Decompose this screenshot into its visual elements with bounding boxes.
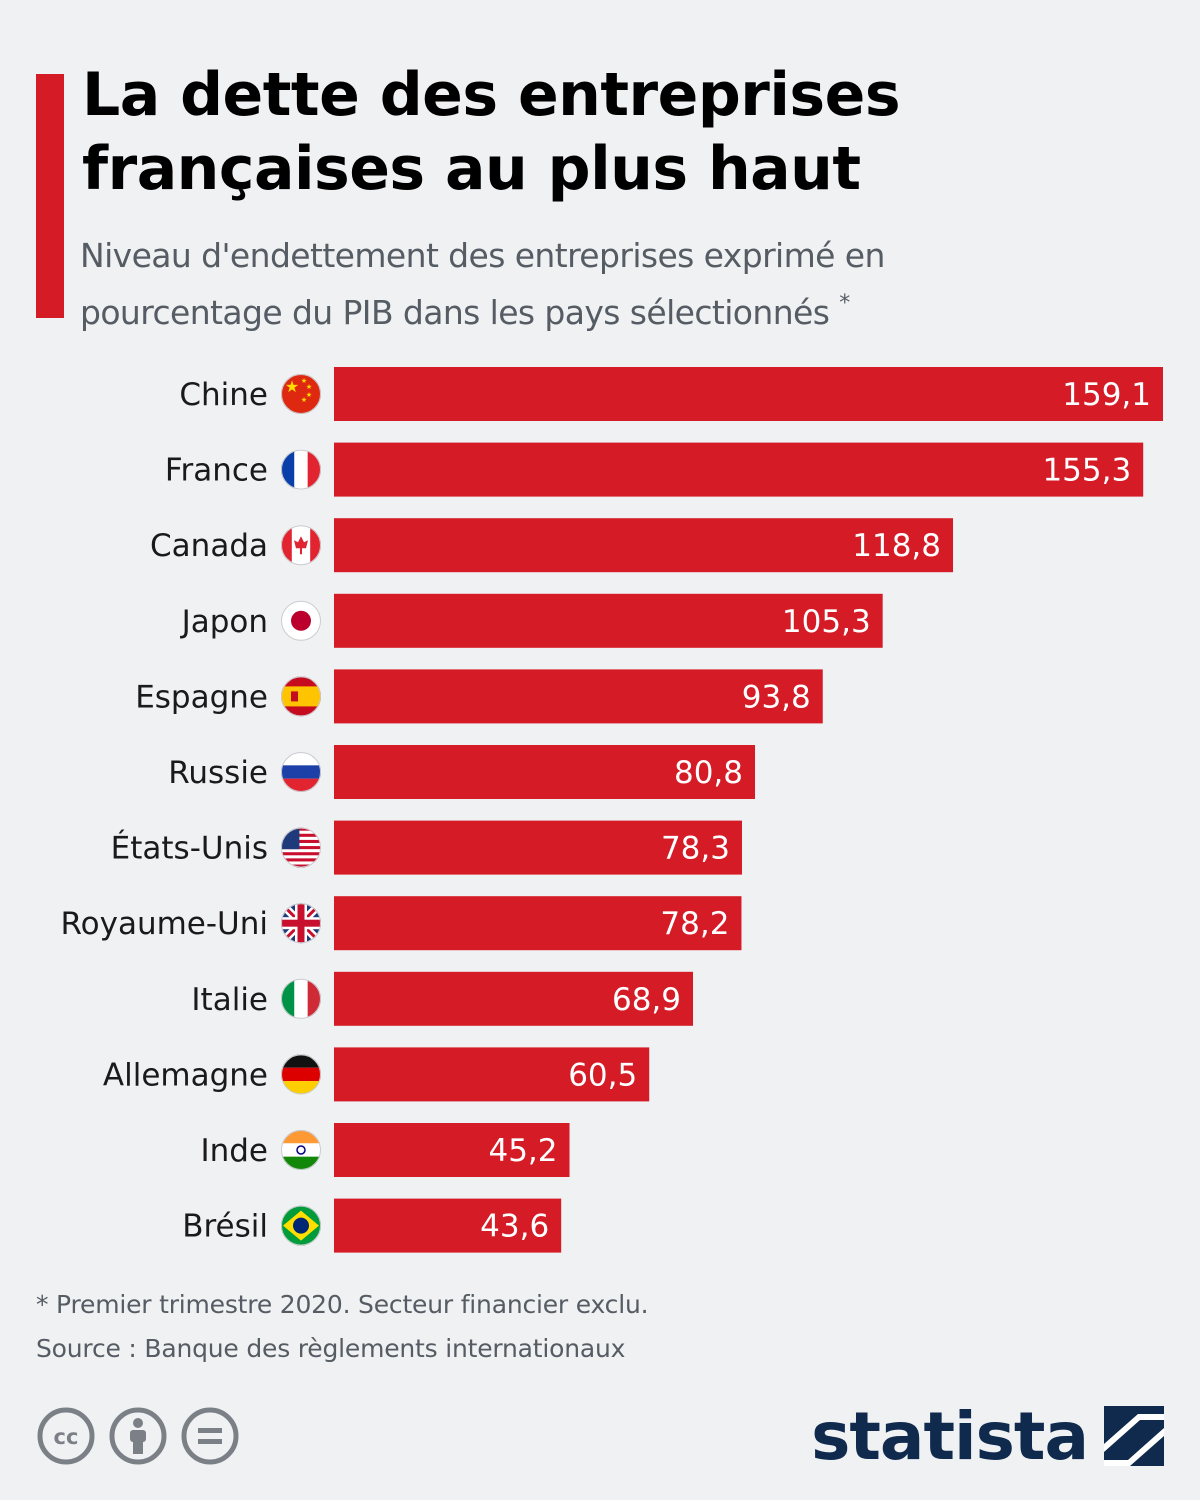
france-flag-icon <box>281 449 321 490</box>
country-label: Russie <box>168 755 268 791</box>
value-label: 155,3 <box>1042 453 1131 489</box>
country-label: Canada <box>150 528 268 564</box>
country-label: Brésil <box>182 1209 268 1245</box>
russia-flag-icon <box>281 752 321 792</box>
country-label: Italie <box>191 982 268 1018</box>
italy-flag-icon <box>281 978 321 1019</box>
subtitle-footnote-marker: * <box>839 291 850 316</box>
value-label: 68,9 <box>612 982 681 1018</box>
country-label: France <box>165 453 268 489</box>
brand-wordmark: statista <box>811 1397 1089 1475</box>
title-line-1: La dette des entreprises <box>82 60 901 130</box>
country-label: Royaume-Uni <box>60 906 268 942</box>
bar <box>334 669 823 724</box>
title-line-2: françaises au plus haut <box>82 134 861 204</box>
value-label: 78,2 <box>660 906 729 942</box>
germany-flag-icon <box>281 1054 321 1095</box>
country-label: Allemagne <box>103 1057 268 1093</box>
bar <box>334 518 954 573</box>
value-label: 93,8 <box>742 679 811 715</box>
value-label: 43,6 <box>480 1209 549 1245</box>
svg-text:★: ★ <box>301 377 307 385</box>
china-flag-icon: ★ ★★★★ <box>281 374 321 414</box>
india-flag-icon <box>281 1130 321 1170</box>
value-label: 80,8 <box>674 755 743 791</box>
country-label: Espagne <box>135 679 268 715</box>
source-note: Source : Banque des règlements internati… <box>36 1334 626 1363</box>
value-label: 45,2 <box>488 1133 557 1169</box>
bar <box>334 367 1163 421</box>
bar <box>334 745 756 799</box>
country-label: Japon <box>180 604 268 640</box>
svg-text:★: ★ <box>285 377 299 396</box>
value-label: 60,5 <box>568 1057 637 1093</box>
brazil-flag-icon <box>281 1205 321 1246</box>
svg-text:★: ★ <box>306 383 312 391</box>
page-title: La dette des entreprises françaises au p… <box>82 58 1162 206</box>
value-label: 159,1 <box>1062 377 1151 413</box>
by-attribution-icon[interactable] <box>108 1406 168 1466</box>
usa-flag-icon <box>281 827 321 868</box>
japan-flag-icon <box>281 600 321 641</box>
bar <box>334 1123 570 1177</box>
bar <box>334 593 883 648</box>
bar <box>334 442 1144 497</box>
spain-flag-icon <box>281 676 321 717</box>
svg-text:★: ★ <box>301 396 307 404</box>
no-derivatives-icon[interactable] <box>180 1406 240 1466</box>
canada-flag-icon <box>281 525 321 566</box>
value-label: 105,3 <box>782 604 871 640</box>
country-label: États-Unis <box>111 831 268 867</box>
bar <box>334 820 742 875</box>
svg-text:★: ★ <box>306 391 312 399</box>
footnote: * Premier trimestre 2020. Secteur financ… <box>36 1290 649 1319</box>
bar <box>334 971 694 1026</box>
bar <box>334 896 742 951</box>
bar <box>334 1047 650 1102</box>
value-label: 118,8 <box>852 528 941 564</box>
cc-icon[interactable]: cc <box>36 1406 96 1466</box>
statista-logo[interactable]: statista <box>811 1397 1164 1475</box>
title-accent-bar <box>36 74 64 318</box>
subtitle-line-2: pourcentage du PIB dans les pays sélecti… <box>80 293 830 332</box>
country-label: Inde <box>200 1133 268 1169</box>
subtitle-line-1: Niveau d'endettement des entreprises exp… <box>80 236 885 275</box>
country-label: Chine <box>179 377 268 413</box>
uk-flag-icon <box>281 903 321 944</box>
svg-text:cc: cc <box>54 1425 79 1449</box>
page-subtitle: Niveau d'endettement des entreprises exp… <box>80 232 1160 337</box>
value-label: 78,3 <box>661 831 730 867</box>
statista-mark-icon <box>1104 1406 1164 1466</box>
bar <box>334 1198 562 1253</box>
